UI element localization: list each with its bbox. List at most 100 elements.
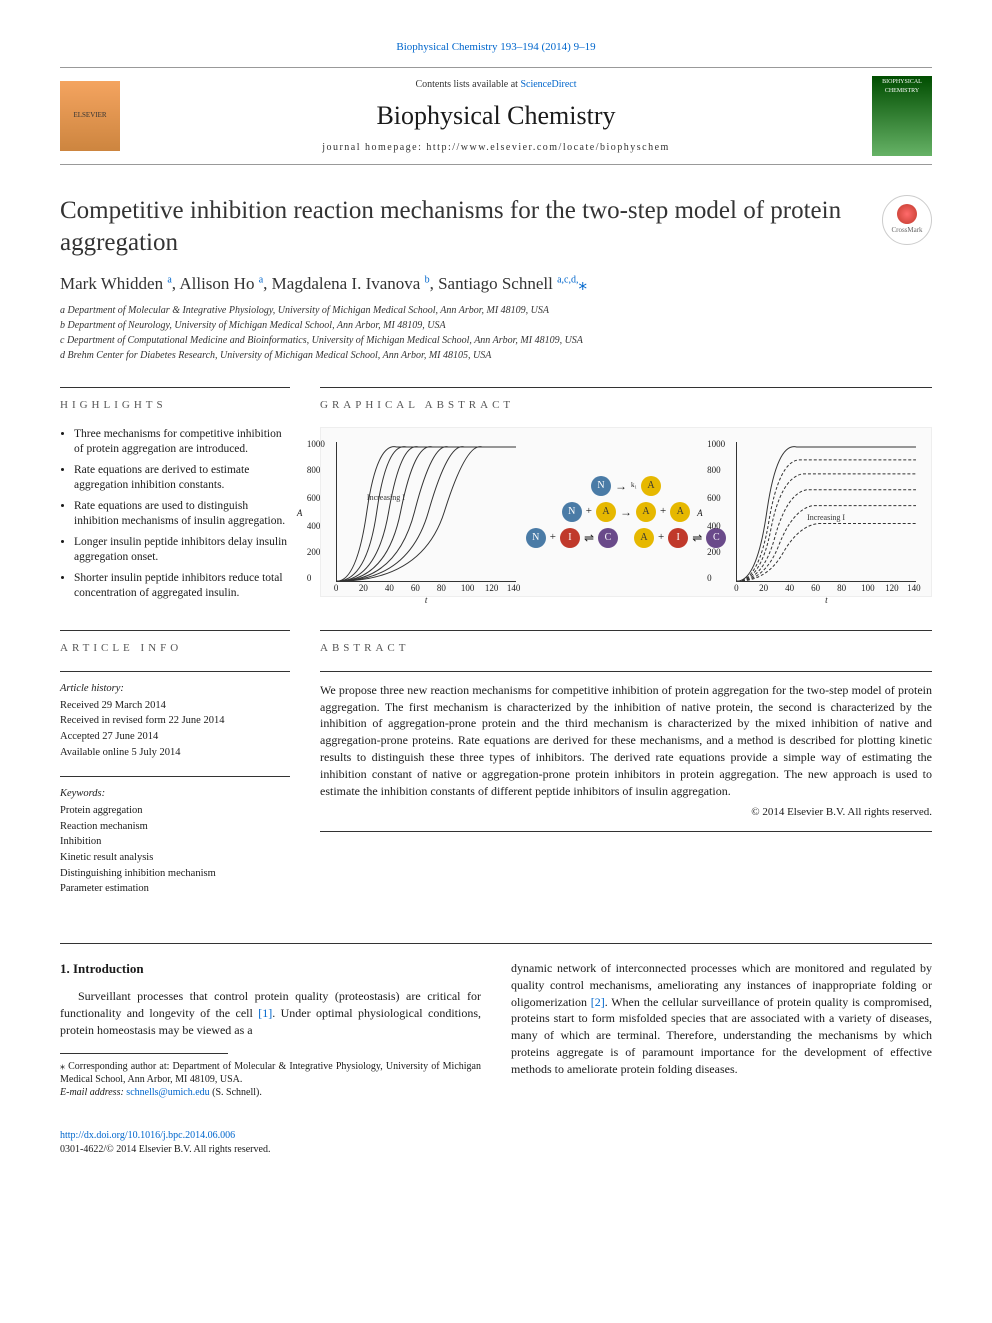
highlights-list: Three mechanisms for competitive inhibit… xyxy=(60,427,290,600)
xtick: 0 xyxy=(334,582,339,595)
keyword-item: Kinetic result analysis xyxy=(60,851,290,866)
keyword-item: Protein aggregation xyxy=(60,804,290,819)
mech-row-3: N+ I ⇌ C A+ I ⇌ C xyxy=(526,528,727,548)
ylabel: A xyxy=(297,507,303,520)
node-a: A xyxy=(596,502,616,522)
body-divider xyxy=(60,943,932,944)
doi-link[interactable]: http://dx.doi.org/10.1016/j.bpc.2014.06.… xyxy=(60,1130,235,1141)
ref-link-1[interactable]: [1] xyxy=(258,1006,272,1020)
article-info-heading: ARTICLE INFO xyxy=(60,641,290,656)
divider xyxy=(320,630,932,631)
xtick: 20 xyxy=(359,582,368,595)
ytick: 800 xyxy=(307,464,321,477)
node-c: C xyxy=(598,528,618,548)
ytick: 0 xyxy=(307,572,312,585)
history-item: Received 29 March 2014 xyxy=(60,699,290,714)
xtick: 0 xyxy=(734,582,739,595)
ytick: 1000 xyxy=(307,438,325,451)
journal-cover-thumb: BIOPHYSICAL CHEMISTRY xyxy=(872,76,932,156)
intro-para-1: Surveillant processes that control prote… xyxy=(60,988,481,1038)
chart-left-curves xyxy=(337,442,516,581)
keyword-item: Distinguishing inhibition mechanism xyxy=(60,867,290,882)
mech-row-2: N+ A → A+ A xyxy=(562,502,690,522)
abstract-column: ABSTRACT We propose three new reaction m… xyxy=(320,630,932,913)
chart-left-arrow-label: Increasing I xyxy=(367,492,405,503)
divider xyxy=(60,671,290,672)
node-i: I xyxy=(668,528,688,548)
email-label: E-mail address: xyxy=(60,1087,126,1098)
node-a: A xyxy=(634,528,654,548)
sciencedirect-link[interactable]: ScienceDirect xyxy=(520,79,576,90)
xtick: 120 xyxy=(885,582,899,595)
keyword-item: Parameter estimation xyxy=(60,882,290,897)
header-center: Contents lists available at ScienceDirec… xyxy=(120,78,872,154)
article-history: Article history: Received 29 March 2014R… xyxy=(60,682,290,760)
abstract-heading: ABSTRACT xyxy=(320,641,932,656)
email-footnote: E-mail address: schnells@umich.edu (S. S… xyxy=(60,1086,481,1099)
highlight-item: Longer insulin peptide inhibitors delay … xyxy=(74,535,290,565)
ytick: 200 xyxy=(707,546,721,559)
ylabel: A xyxy=(697,507,703,520)
abstract-text: We propose three new reaction mechanisms… xyxy=(320,682,932,800)
intro-heading: 1. Introduction xyxy=(60,960,481,978)
journal-header: ELSEVIER Contents lists available at Sci… xyxy=(60,67,932,165)
xtick: 80 xyxy=(437,582,446,595)
xtick: 80 xyxy=(837,582,846,595)
affiliations: a Department of Molecular & Integrative … xyxy=(60,304,932,363)
keywords-block: Keywords: Protein aggregationReaction me… xyxy=(60,787,290,897)
node-n: N xyxy=(591,476,611,496)
info-abstract-row: ARTICLE INFO Article history: Received 2… xyxy=(60,630,932,913)
abstract-copyright: © 2014 Elsevier B.V. All rights reserved… xyxy=(320,805,932,820)
keyword-item: Reaction mechanism xyxy=(60,820,290,835)
keywords-head: Keywords: xyxy=(60,787,290,802)
ref-link-2[interactable]: [2] xyxy=(591,995,605,1009)
journal-homepage: journal homepage: http://www.elsevier.co… xyxy=(120,141,872,155)
xtick: 60 xyxy=(411,582,420,595)
graphical-heading: GRAPHICAL ABSTRACT xyxy=(320,398,932,413)
affiliation: c Department of Computational Medicine a… xyxy=(60,334,932,348)
highlight-item: Rate equations are used to distinguish i… xyxy=(74,499,290,529)
arrow-icon: → xyxy=(620,504,632,521)
ytick: 800 xyxy=(707,464,721,477)
history-head: Article history: xyxy=(60,682,290,697)
divider xyxy=(60,630,290,631)
xtick: 100 xyxy=(461,582,475,595)
xtick: 20 xyxy=(759,582,768,595)
node-i: I xyxy=(560,528,580,548)
chart-right-arrow-label: Increasing I xyxy=(807,512,845,523)
divider xyxy=(60,776,290,777)
intro-para-2: dynamic network of interconnected proces… xyxy=(511,960,932,1078)
crossmark-badge[interactable]: CrossMark xyxy=(882,195,932,245)
highlight-item: Shorter insulin peptide inhibitors reduc… xyxy=(74,571,290,601)
arrow-icon: → xyxy=(615,478,627,495)
article-title: Competitive inhibition reaction mechanis… xyxy=(60,195,862,258)
reversible-arrow-icon: ⇌ xyxy=(584,530,594,547)
graphical-abstract-column: GRAPHICAL ABSTRACT Increasing I 1000 800… xyxy=(320,387,932,607)
node-n: N xyxy=(526,528,546,548)
history-item: Received in revised form 22 June 2014 xyxy=(60,714,290,729)
body-column-left: 1. Introduction Surveillant processes th… xyxy=(60,960,481,1099)
divider xyxy=(320,831,932,832)
body-columns: 1. Introduction Surveillant processes th… xyxy=(60,960,932,1099)
elsevier-logo: ELSEVIER xyxy=(60,81,120,151)
xtick: 60 xyxy=(811,582,820,595)
email-link[interactable]: schnells@umich.edu xyxy=(126,1087,209,1098)
title-row: Competitive inhibition reaction mechanis… xyxy=(60,195,932,258)
affiliation: d Brehm Center for Diabetes Research, Un… xyxy=(60,349,932,363)
top-citation-link[interactable]: Biophysical Chemistry 193–194 (2014) 9–1… xyxy=(396,41,595,53)
ytick: 400 xyxy=(307,520,321,533)
affiliation: b Department of Neurology, University of… xyxy=(60,319,932,333)
xtick: 120 xyxy=(485,582,499,595)
footnote-divider xyxy=(60,1053,228,1054)
corresponding-marker: ⁎ xyxy=(578,274,587,293)
xtick: 100 xyxy=(861,582,875,595)
top-citation: Biophysical Chemistry 193–194 (2014) 9–1… xyxy=(60,40,932,55)
article-info-column: ARTICLE INFO Article history: Received 2… xyxy=(60,630,290,913)
ytick: 0 xyxy=(707,572,712,585)
highlight-item: Three mechanisms for competitive inhibit… xyxy=(74,427,290,457)
node-a: A xyxy=(636,502,656,522)
highlights-graphical-row: HIGHLIGHTS Three mechanisms for competit… xyxy=(60,387,932,607)
highlight-item: Rate equations are derived to estimate a… xyxy=(74,463,290,493)
xtick: 40 xyxy=(385,582,394,595)
xlabel: t xyxy=(425,594,428,607)
